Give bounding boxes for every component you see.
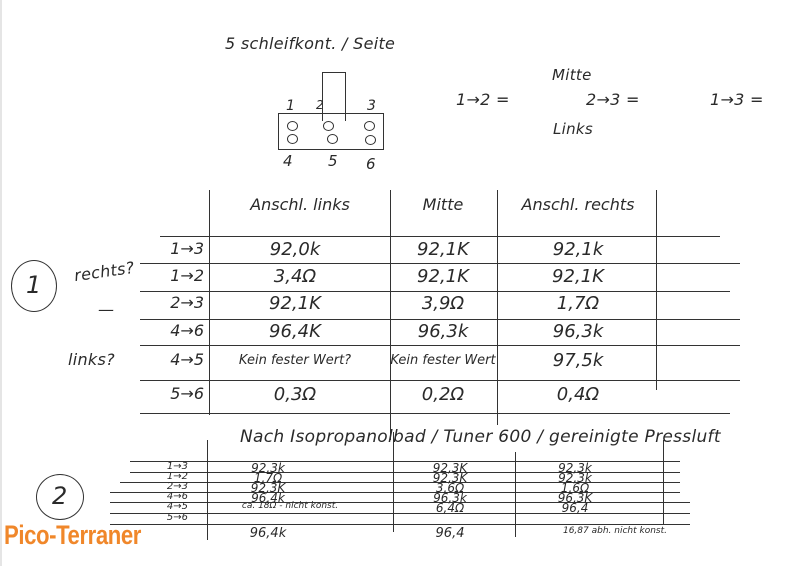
table-cell: 92,1k (552, 239, 604, 260)
connector-tab (322, 72, 346, 121)
row-divider (140, 319, 740, 320)
row-divider (140, 380, 740, 381)
table-cell: 92,3K (250, 481, 286, 495)
table-cell: 92,3K (432, 471, 468, 485)
row-label: 2→3 (170, 293, 204, 312)
row-divider (140, 291, 730, 292)
column-header: Mitte (422, 195, 464, 214)
row-label: 1→3 (166, 461, 188, 472)
column-divider (209, 190, 210, 415)
table-cell: 6,4Ω (435, 501, 465, 515)
row-divider (120, 482, 680, 483)
column-divider (497, 190, 498, 425)
watermark-logo: Pico-Terraner (4, 520, 141, 550)
table-cell: 1,7Ω (556, 293, 600, 314)
column-header: Anschl. links (250, 195, 350, 214)
table-cell: 92,1K (417, 239, 469, 260)
table-cell: 92,3K (432, 461, 468, 475)
row-label: 1→2 (170, 266, 204, 285)
table-cell: 96,4 (435, 526, 465, 541)
row-label: 2→3 (166, 481, 188, 492)
table-cell: 92,3k (558, 461, 592, 475)
table-cell: Kein fester Wert? (238, 353, 352, 368)
note-mitte: Mitte (552, 66, 592, 84)
section-marker: 2 (36, 474, 84, 520)
pin-3 (364, 121, 375, 131)
table-cell: 1,6Ω (560, 481, 590, 495)
pin-2 (323, 121, 334, 131)
table-cell: 92,1K (552, 266, 604, 287)
row-divider (110, 513, 690, 514)
row-label: 1→2 (166, 471, 188, 482)
table-cell: 3,6Ω (435, 481, 465, 495)
pin-label: 5 (328, 152, 338, 170)
table-cell: 3,4Ω (273, 266, 317, 287)
pin-label: 4 (283, 152, 293, 170)
table-cell: 92,1K (269, 293, 321, 314)
row-label: 5→6 (166, 512, 188, 523)
row-divider (140, 345, 740, 346)
row-divider (140, 263, 740, 264)
table-cell: 96,3k (552, 321, 604, 342)
table-cell: ca. 18Ω - nicht konst. (241, 501, 339, 511)
row-divider (160, 236, 720, 237)
row-divider (130, 472, 680, 473)
row-divider (110, 502, 690, 503)
table-cell: 96,3K (557, 491, 593, 505)
section-marker: 1 (11, 260, 57, 312)
table-cell: 92,1K (417, 266, 469, 287)
pin-label: 2 (316, 98, 324, 112)
table-cell: 92,3k (558, 471, 592, 485)
pin-6 (365, 135, 376, 145)
table-cell: 0,2Ω (421, 384, 465, 405)
table-cell: 92,3k (251, 461, 285, 475)
table-cell: 96,4K (269, 321, 321, 342)
table-cell: 3,9Ω (421, 293, 465, 314)
connector-body (278, 113, 384, 150)
side-note: links? (68, 350, 115, 369)
pin-5 (327, 134, 338, 144)
row-label: 4→6 (170, 321, 204, 340)
row-divider (130, 461, 680, 462)
table-cell: 0,4Ω (556, 384, 600, 405)
table-title: Nach Isopropanolbad / Tuner 600 / gerein… (240, 427, 721, 447)
pin-label: 1 (286, 98, 296, 114)
table-cell: 96,3k (433, 491, 467, 505)
note-1-2: 1→2 = (456, 90, 510, 109)
table-cell: 16,87 abh. nicht konst. (562, 526, 668, 536)
pin-1 (287, 121, 298, 131)
row-label: 4→5 (166, 501, 188, 512)
row-divider (110, 524, 690, 525)
column-divider (390, 190, 391, 440)
row-divider (140, 413, 730, 414)
table-cell: 0,3Ω (273, 384, 317, 405)
pin-4 (287, 134, 298, 144)
pin-label: 3 (367, 98, 377, 114)
column-header: Anschl. rechts (521, 195, 635, 214)
column-divider (207, 440, 208, 540)
table-cell: 97,5k (552, 350, 604, 371)
scan-edge (0, 0, 2, 566)
column-divider (515, 452, 516, 537)
row-label: 4→5 (170, 350, 204, 369)
row-divider (110, 492, 680, 493)
table-cell: Kein fester Wert (390, 353, 496, 368)
table-cell: 96,4k (249, 526, 287, 541)
page-title: 5 schleifkont. / Seite (225, 34, 396, 53)
table-cell: 1,7Ω (253, 471, 283, 485)
note-links: Links (553, 120, 594, 138)
row-label: 1→3 (170, 239, 204, 258)
note-2-3: 2→3 = (586, 90, 640, 109)
side-note: rechts? (72, 257, 136, 286)
side-note: — (98, 300, 115, 319)
table-cell: 96,4k (251, 491, 285, 505)
pin-label: 6 (366, 155, 376, 173)
table-cell: 92,0k (269, 239, 321, 260)
table-cell: 96,4 (561, 501, 589, 515)
table-cell: 96,3k (417, 321, 469, 342)
column-divider (656, 190, 657, 390)
row-label: 5→6 (170, 384, 204, 403)
row-label: 4→6 (166, 491, 188, 502)
note-1-3: 1→3 = (710, 90, 764, 109)
